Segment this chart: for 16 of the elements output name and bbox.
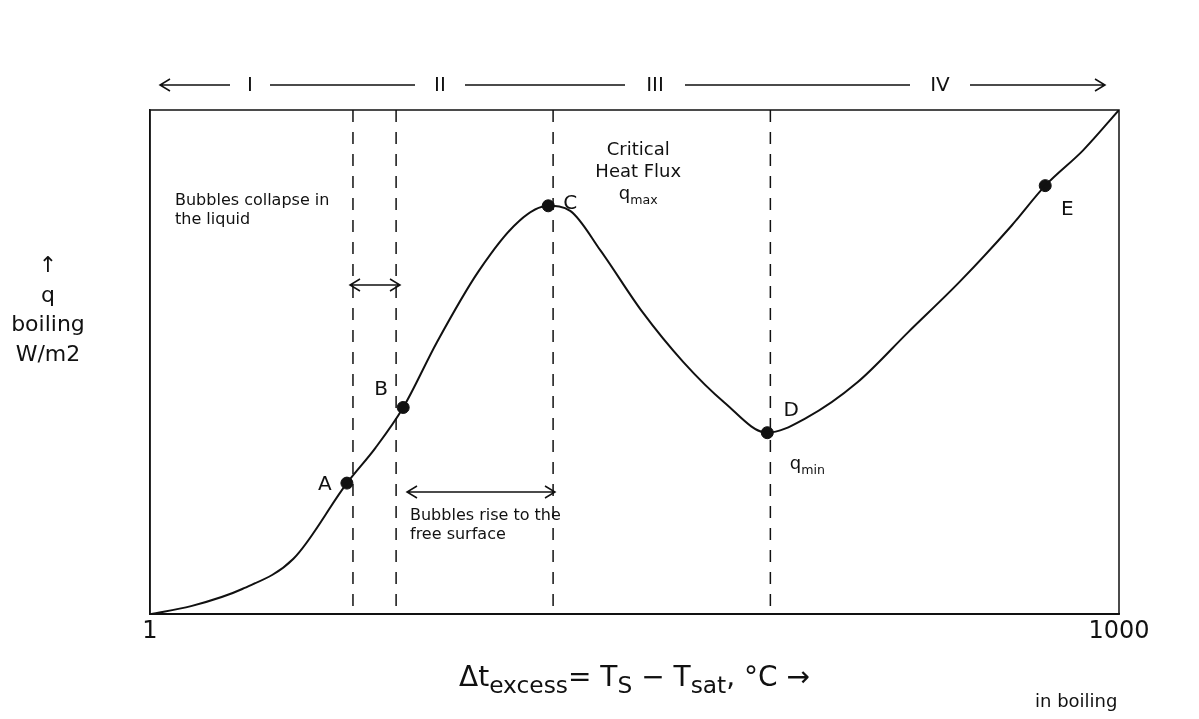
text: III [625,72,685,96]
annotation: E [1060,195,1074,220]
text: in boiling [1035,690,1118,712]
annotation: D [783,396,800,421]
x-tick-label: 1000 [1088,615,1150,644]
annotation: Bubbles rise to the free surface [410,505,562,544]
annotation: A [318,471,333,496]
x-axis-title: Δt$_{excess}$= T$_{S}$ − T$_{sat}$, °C → [459,660,810,699]
text: IV [910,72,970,96]
annotation: C [563,190,578,214]
annotation: Bubbles collapse in the liquid [175,190,331,229]
x-tick-label: 1 [142,615,158,644]
annotation: B [374,375,389,400]
text: II [415,72,465,96]
y-axis-title: ↑ q boiling W/m2 [10,251,86,369]
text: I [230,72,270,96]
